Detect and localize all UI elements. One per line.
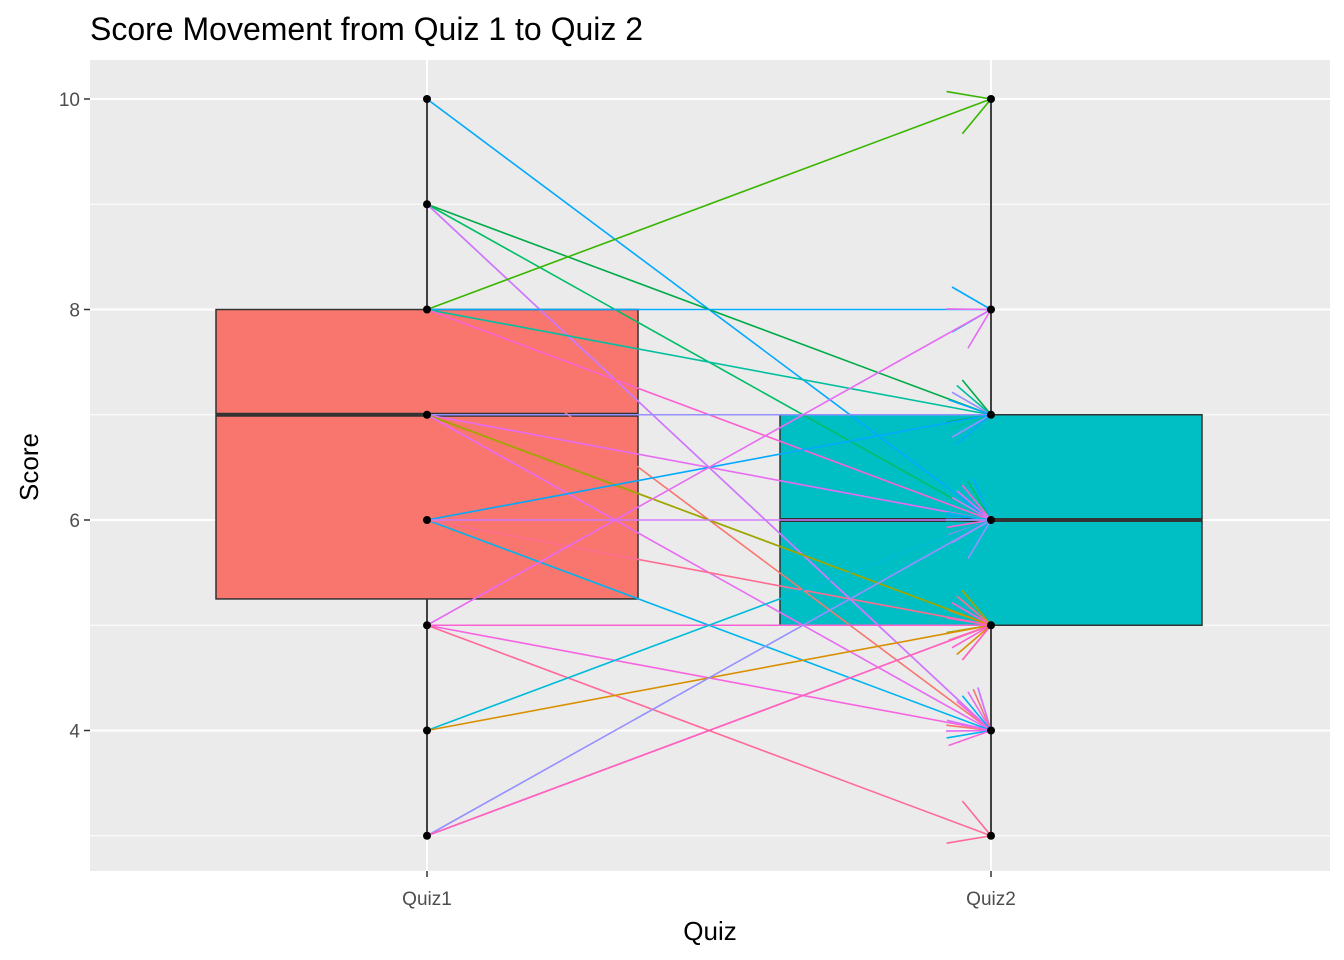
score-point xyxy=(987,95,995,103)
score-points xyxy=(423,95,995,840)
x-tick-label: Quiz2 xyxy=(966,889,1016,910)
chart-title: Score Movement from Quiz 1 to Quiz 2 xyxy=(90,11,643,47)
score-point xyxy=(423,516,431,524)
y-tick-label: 4 xyxy=(69,722,80,743)
arrow-line xyxy=(426,308,992,626)
score-point xyxy=(987,726,995,735)
y-tick-label: 8 xyxy=(69,301,80,322)
score-point xyxy=(987,831,995,840)
score-point xyxy=(987,516,995,524)
y-tick-label: 10 xyxy=(59,90,80,111)
score-point xyxy=(987,621,995,630)
score-point xyxy=(423,200,431,209)
arrow-line xyxy=(426,519,992,627)
x-tick-label: Quiz1 xyxy=(402,889,452,910)
y-axis: 4 6 8 10 xyxy=(59,90,90,743)
score-point xyxy=(423,621,431,630)
score-point xyxy=(423,726,431,735)
x-axis-title: Quiz xyxy=(683,916,736,946)
score-point xyxy=(987,305,995,314)
y-tick-label: 6 xyxy=(69,511,80,532)
score-point xyxy=(987,410,995,419)
arrow-line xyxy=(426,519,992,732)
score-point xyxy=(423,831,431,840)
score-point xyxy=(423,410,431,419)
y-axis-title: Score xyxy=(14,433,44,501)
box-quiz1 xyxy=(215,308,639,600)
x-axis: Quiz1 Quiz2 xyxy=(402,871,1016,910)
movement-arrows xyxy=(426,90,993,844)
score-point xyxy=(423,95,431,103)
score-point xyxy=(423,305,431,314)
arrow-line xyxy=(426,624,992,837)
arrow-line xyxy=(426,519,992,837)
arrow-line xyxy=(426,308,992,416)
arrow-line xyxy=(426,98,992,311)
